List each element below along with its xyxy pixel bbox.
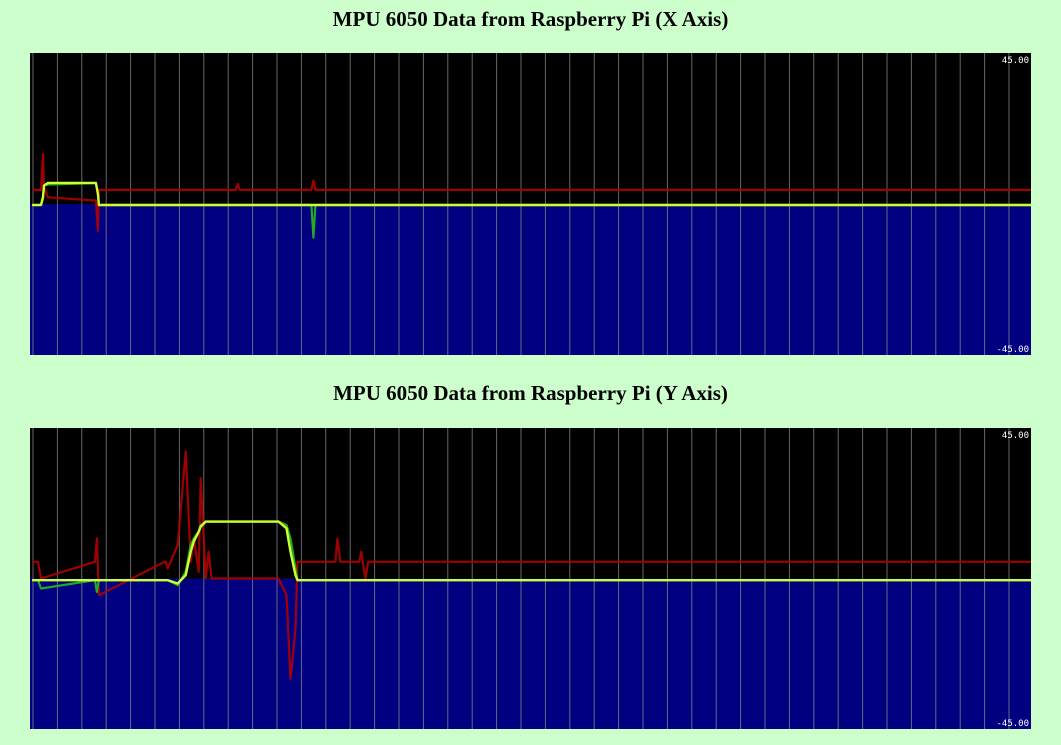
- y-tick-label-max: 45.00: [1002, 431, 1029, 441]
- y-tick-label-min: -45.00: [996, 345, 1029, 355]
- chart-x-axis: 45.00 -45.00: [30, 53, 1031, 355]
- series-line-smoothed: [31, 181, 1031, 207]
- y-tick-label-min: -45.00: [996, 719, 1029, 729]
- chart-title-y: MPU 6050 Data from Raspberry Pi (Y Axis): [333, 381, 728, 405]
- plot-bg-positive: [30, 428, 1031, 579]
- series-line-smoothed: [31, 520, 1031, 585]
- y-tick-label-max: 45.00: [1002, 56, 1029, 66]
- plot-bg-negative: [30, 204, 1031, 355]
- series-line-raw: [31, 450, 1031, 680]
- chart-title-x: MPU 6050 Data from Raspberry Pi (X Axis): [332, 7, 729, 31]
- chart-y-axis: 45.00 -45.00: [30, 428, 1031, 729]
- series-line-raw: [31, 152, 1031, 232]
- plot-bg-negative: [30, 578, 1031, 729]
- plot-bg-positive: [30, 53, 1031, 204]
